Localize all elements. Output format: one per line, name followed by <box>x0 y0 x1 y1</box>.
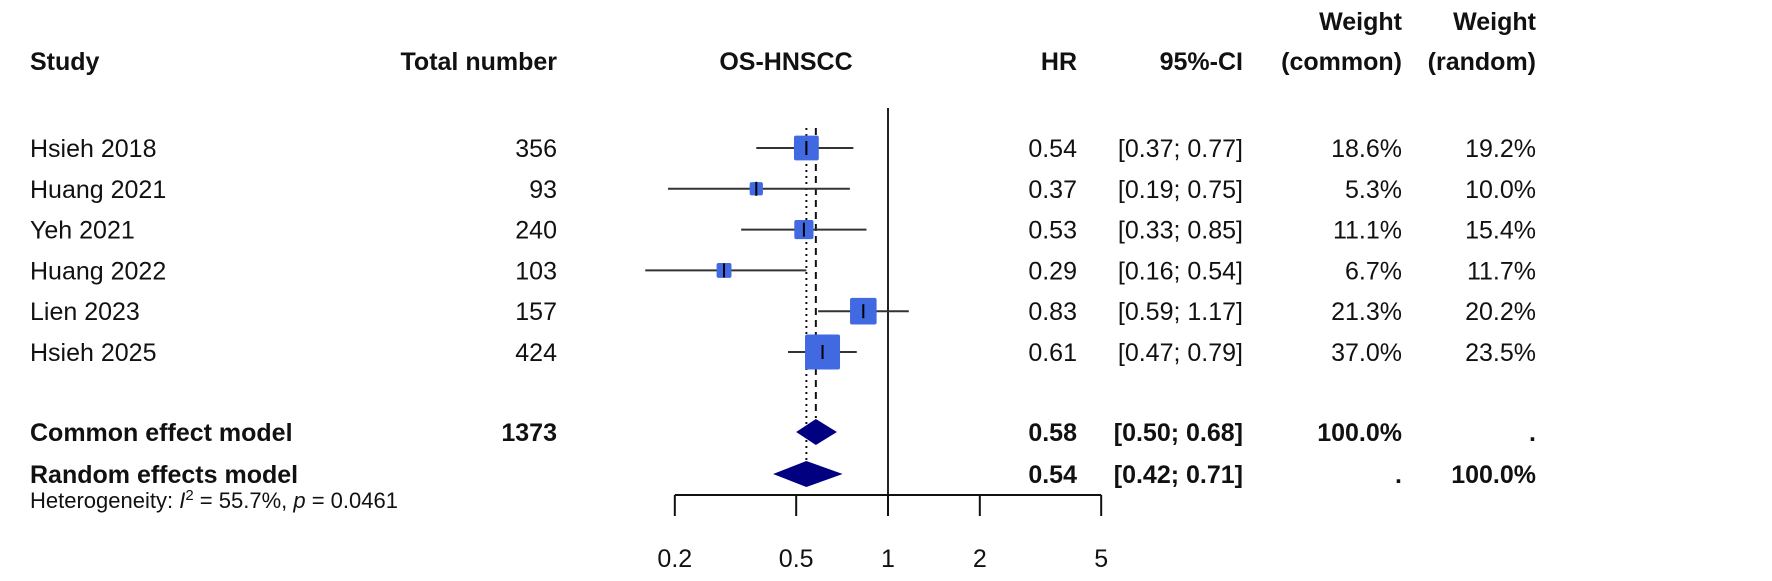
study-weight-common: 21.3% <box>1331 298 1402 326</box>
model-hr: 0.54 <box>1028 461 1077 489</box>
heterogeneity-i2-label: I <box>179 488 185 513</box>
study-weight-common: 37.0% <box>1331 339 1402 367</box>
study-weight-random: 15.4% <box>1465 217 1536 245</box>
study-hr: 0.37 <box>1028 176 1077 204</box>
heterogeneity-p-label: p <box>292 488 305 513</box>
study-ci: [0.37; 0.77] <box>1118 135 1243 163</box>
study-weight-random: 23.5% <box>1465 339 1536 367</box>
study-name: Hsieh 2018 <box>30 135 156 163</box>
header-weight-common-sub: (common) <box>1281 48 1402 76</box>
heterogeneity-p-value: = 0.0461 <box>306 488 398 513</box>
study-hr: 0.29 <box>1028 257 1077 285</box>
x-tick-label: 0.5 <box>779 545 814 573</box>
study-weight-common: 11.1% <box>1333 217 1402 245</box>
study-total: 93 <box>529 176 557 204</box>
header-study: Study <box>30 48 100 76</box>
header-weight-random: Weight <box>1453 8 1537 36</box>
study-ci: [0.33; 0.85] <box>1118 217 1243 245</box>
study-weight-random: 20.2% <box>1465 298 1536 326</box>
study-name: Lien 2023 <box>30 298 140 326</box>
model-total: 1373 <box>501 419 557 447</box>
study-total: 103 <box>515 257 557 285</box>
study-ci: [0.16; 0.54] <box>1118 257 1243 285</box>
model-name: Random effects model <box>30 461 298 489</box>
study-name: Huang 2022 <box>30 257 166 285</box>
study-name: Yeh 2021 <box>30 217 135 245</box>
summary-diamond <box>773 461 843 487</box>
header-weight-common: Weight <box>1319 8 1403 36</box>
study-hr: 0.54 <box>1028 135 1077 163</box>
model-weight-common: 100.0% <box>1317 419 1402 447</box>
model-ci: [0.42; 0.71] <box>1114 461 1243 489</box>
header-plot-title: OS-HNSCC <box>719 48 852 76</box>
heterogeneity-i2-sup: 2 <box>185 487 193 504</box>
study-hr: 0.61 <box>1028 339 1077 367</box>
study-weight-common: 18.6% <box>1331 135 1402 163</box>
x-tick-label: 2 <box>973 545 987 573</box>
study-name: Hsieh 2025 <box>30 339 156 367</box>
model-ci: [0.50; 0.68] <box>1114 419 1243 447</box>
header-hr: HR <box>1041 48 1077 76</box>
study-name: Huang 2021 <box>30 176 166 204</box>
heterogeneity-text: Heterogeneity: I2 = 55.7%, p = 0.0461 <box>30 487 398 514</box>
study-weight-random: 11.7% <box>1467 257 1536 285</box>
model-weight-random: 100.0% <box>1451 461 1536 489</box>
study-weight-random: 10.0% <box>1465 176 1536 204</box>
header-total: Total number <box>401 48 558 76</box>
study-total: 356 <box>515 135 557 163</box>
study-ci: [0.47; 0.79] <box>1118 339 1243 367</box>
study-hr: 0.83 <box>1028 298 1077 326</box>
model-hr: 0.58 <box>1028 419 1077 447</box>
model-weight-common: . <box>1395 461 1402 489</box>
summary-diamond <box>796 419 837 445</box>
x-tick-label: 0.2 <box>657 545 692 573</box>
study-ci: [0.59; 1.17] <box>1118 298 1243 326</box>
heterogeneity-prefix: Heterogeneity: <box>30 488 179 513</box>
heterogeneity-i2-value: = 55.7%, <box>194 488 294 513</box>
model-name: Common effect model <box>30 419 293 447</box>
header-weight-random-sub: (random) <box>1428 48 1536 76</box>
header-ci: 95%-CI <box>1160 48 1243 76</box>
study-weight-random: 19.2% <box>1465 135 1536 163</box>
x-tick-label: 1 <box>881 545 895 573</box>
study-total: 424 <box>515 339 557 367</box>
study-weight-common: 5.3% <box>1345 176 1402 204</box>
study-hr: 0.53 <box>1028 217 1077 245</box>
model-weight-random: . <box>1529 419 1536 447</box>
study-ci: [0.19; 0.75] <box>1118 176 1243 204</box>
study-total: 157 <box>515 298 557 326</box>
study-total: 240 <box>515 217 557 245</box>
x-tick-label: 5 <box>1094 545 1108 573</box>
study-weight-common: 6.7% <box>1345 257 1402 285</box>
